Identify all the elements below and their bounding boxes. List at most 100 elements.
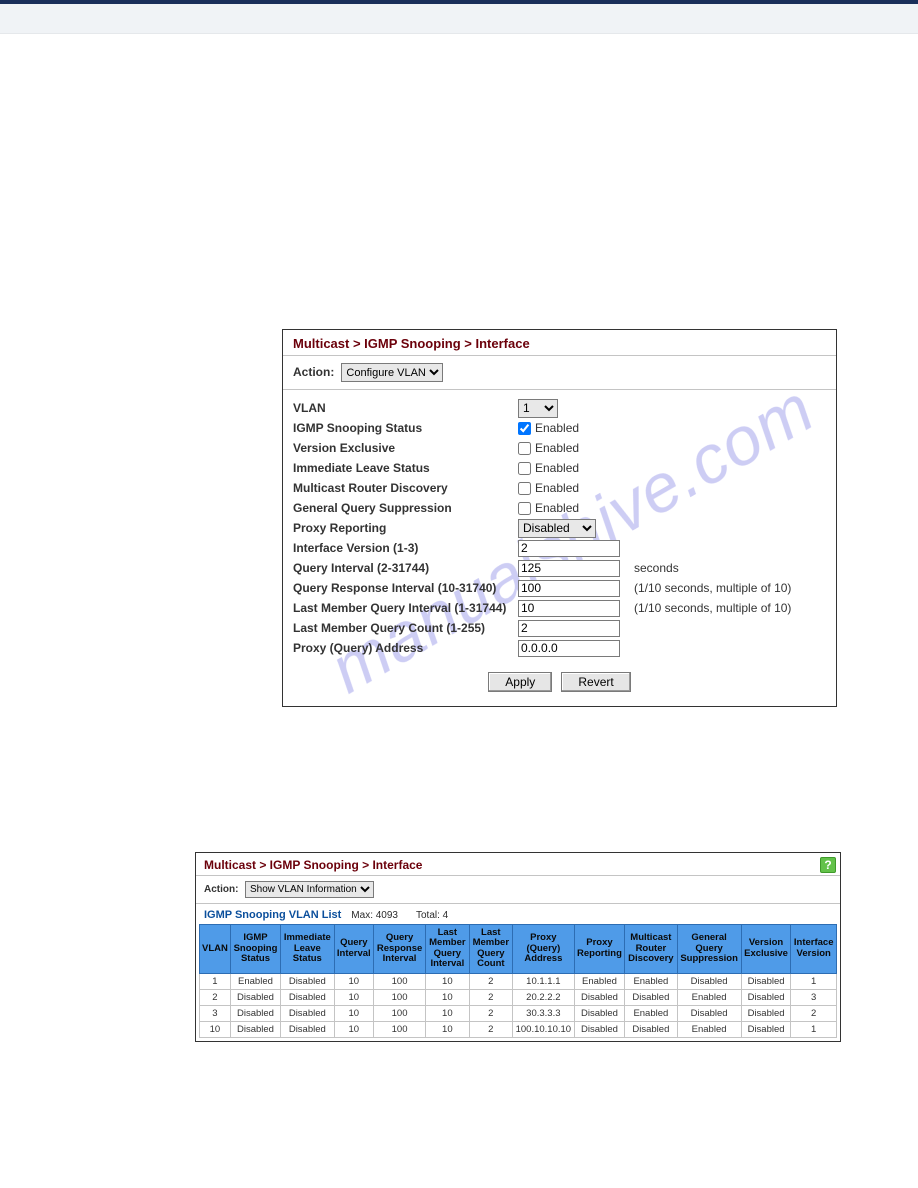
- list-max: Max: 4093: [351, 910, 398, 921]
- gen-query-supp-checkbox[interactable]: [518, 502, 531, 515]
- gen-query-supp-label: General Query Suppression: [293, 501, 518, 515]
- table-cell: Enabled: [677, 989, 741, 1005]
- table-cell: Disabled: [574, 1005, 625, 1021]
- table-row: 2DisabledDisabled1010010220.2.2.2Disable…: [200, 989, 837, 1005]
- table-cell: 2: [200, 989, 231, 1005]
- table-cell: 10: [334, 1005, 374, 1021]
- revert-button[interactable]: Revert: [561, 672, 630, 692]
- table-cell: 10.1.1.1: [513, 973, 575, 989]
- table-cell: 100: [374, 973, 426, 989]
- gen-query-supp-text: Enabled: [535, 501, 579, 515]
- proxy-reporting-label: Proxy Reporting: [293, 521, 518, 535]
- mrouter-disc-label: Multicast Router Discovery: [293, 481, 518, 495]
- list-header: IGMP Snooping VLAN List Max: 4093 Total:…: [196, 904, 840, 924]
- iface-version-input[interactable]: [518, 540, 620, 557]
- apply-button[interactable]: Apply: [488, 672, 552, 692]
- query-interval-input[interactable]: [518, 560, 620, 577]
- table-cell: 20.2.2.2: [513, 989, 575, 1005]
- table-row: 1EnabledDisabled1010010210.1.1.1EnabledE…: [200, 973, 837, 989]
- col-header: Version Exclusive: [741, 925, 791, 974]
- action-select[interactable]: Configure VLAN: [341, 363, 443, 382]
- table-cell: 1: [200, 973, 231, 989]
- help-icon[interactable]: ?: [820, 857, 836, 873]
- table-cell: 2: [791, 1005, 837, 1021]
- action-row: Action: Configure VLAN: [283, 356, 836, 390]
- table-cell: Enabled: [677, 1021, 741, 1037]
- table-cell: 2: [469, 1021, 512, 1037]
- table-cell: 3: [200, 1005, 231, 1021]
- table-cell: 2: [469, 973, 512, 989]
- table-cell: 100: [374, 1021, 426, 1037]
- table-cell: 100: [374, 1005, 426, 1021]
- query-resp-suffix: (1/10 seconds, multiple of 10): [634, 581, 791, 595]
- last-mem-count-label: Last Member Query Count (1-255): [293, 621, 518, 635]
- col-header: VLAN: [200, 925, 231, 974]
- proxy-addr-input[interactable]: [518, 640, 620, 657]
- mrouter-disc-checkbox[interactable]: [518, 482, 531, 495]
- col-header: Last Member Query Count: [469, 925, 512, 974]
- immediate-leave-checkbox[interactable]: [518, 462, 531, 475]
- table-cell: 30.3.3.3: [513, 1005, 575, 1021]
- last-mem-int-suffix: (1/10 seconds, multiple of 10): [634, 601, 791, 615]
- col-header: Immediate Leave Status: [281, 925, 334, 974]
- breadcrumb: Multicast > IGMP Snooping > Interface: [283, 330, 836, 356]
- table-cell: 10: [200, 1021, 231, 1037]
- table-cell: 10: [426, 973, 470, 989]
- query-resp-input[interactable]: [518, 580, 620, 597]
- table-cell: 100.10.10.10: [513, 1021, 575, 1037]
- vlan-label: VLAN: [293, 401, 518, 415]
- table-cell: Disabled: [574, 989, 625, 1005]
- table-cell: 10: [334, 973, 374, 989]
- proxy-addr-label: Proxy (Query) Address: [293, 641, 518, 655]
- immediate-leave-text: Enabled: [535, 461, 579, 475]
- last-mem-count-input[interactable]: [518, 620, 620, 637]
- list-total: Total: 4: [416, 910, 448, 921]
- iface-version-label: Interface Version (1-3): [293, 541, 518, 555]
- vlan-select[interactable]: 1: [518, 399, 558, 418]
- table-cell: Disabled: [741, 1005, 791, 1021]
- version-exclusive-checkbox[interactable]: [518, 442, 531, 455]
- list-title: IGMP Snooping VLAN List: [204, 909, 341, 921]
- table-cell: Enabled: [574, 973, 625, 989]
- action-label: Action:: [293, 365, 334, 379]
- snoop-status-checkbox[interactable]: [518, 422, 531, 435]
- table-cell: 3: [791, 989, 837, 1005]
- proxy-reporting-select[interactable]: Disabled: [518, 519, 596, 538]
- table-cell: Disabled: [677, 1005, 741, 1021]
- table-cell: Disabled: [230, 1005, 280, 1021]
- table-cell: Enabled: [625, 1005, 677, 1021]
- configure-vlan-panel: Multicast > IGMP Snooping > Interface Ac…: [282, 329, 837, 707]
- col-header: IGMP Snooping Status: [230, 925, 280, 974]
- version-exclusive-text: Enabled: [535, 441, 579, 455]
- table-cell: 2: [469, 1005, 512, 1021]
- query-resp-label: Query Response Interval (10-31740): [293, 581, 518, 595]
- table-cell: Disabled: [281, 1005, 334, 1021]
- col-header: Proxy (Query) Address: [513, 925, 575, 974]
- snoop-status-label: IGMP Snooping Status: [293, 421, 518, 435]
- table-cell: Disabled: [741, 1021, 791, 1037]
- table-cell: 1: [791, 973, 837, 989]
- vlan-table: VLANIGMP Snooping StatusImmediate Leave …: [199, 924, 837, 1038]
- table-row: 10DisabledDisabled10100102100.10.10.10Di…: [200, 1021, 837, 1037]
- table-cell: Disabled: [230, 1021, 280, 1037]
- table-cell: Disabled: [281, 973, 334, 989]
- table-row: 3DisabledDisabled1010010230.3.3.3Disable…: [200, 1005, 837, 1021]
- breadcrumb-2: Multicast > IGMP Snooping > Interface: [196, 853, 840, 876]
- table-cell: Disabled: [677, 973, 741, 989]
- table-cell: Disabled: [281, 989, 334, 1005]
- table-cell: 10: [426, 989, 470, 1005]
- table-cell: Disabled: [741, 989, 791, 1005]
- header-band: [0, 4, 918, 34]
- table-cell: Disabled: [230, 989, 280, 1005]
- query-interval-suffix: seconds: [634, 561, 679, 575]
- query-interval-label: Query Interval (2-31744): [293, 561, 518, 575]
- action-row-2: Action: Show VLAN Information: [196, 876, 840, 904]
- table-cell: Enabled: [625, 973, 677, 989]
- table-cell: 2: [469, 989, 512, 1005]
- action-select-2[interactable]: Show VLAN Information: [245, 881, 374, 898]
- table-cell: Disabled: [625, 1021, 677, 1037]
- col-header: Multicast Router Discovery: [625, 925, 677, 974]
- table-cell: Disabled: [281, 1021, 334, 1037]
- last-mem-int-input[interactable]: [518, 600, 620, 617]
- button-row: Apply Revert: [293, 672, 826, 692]
